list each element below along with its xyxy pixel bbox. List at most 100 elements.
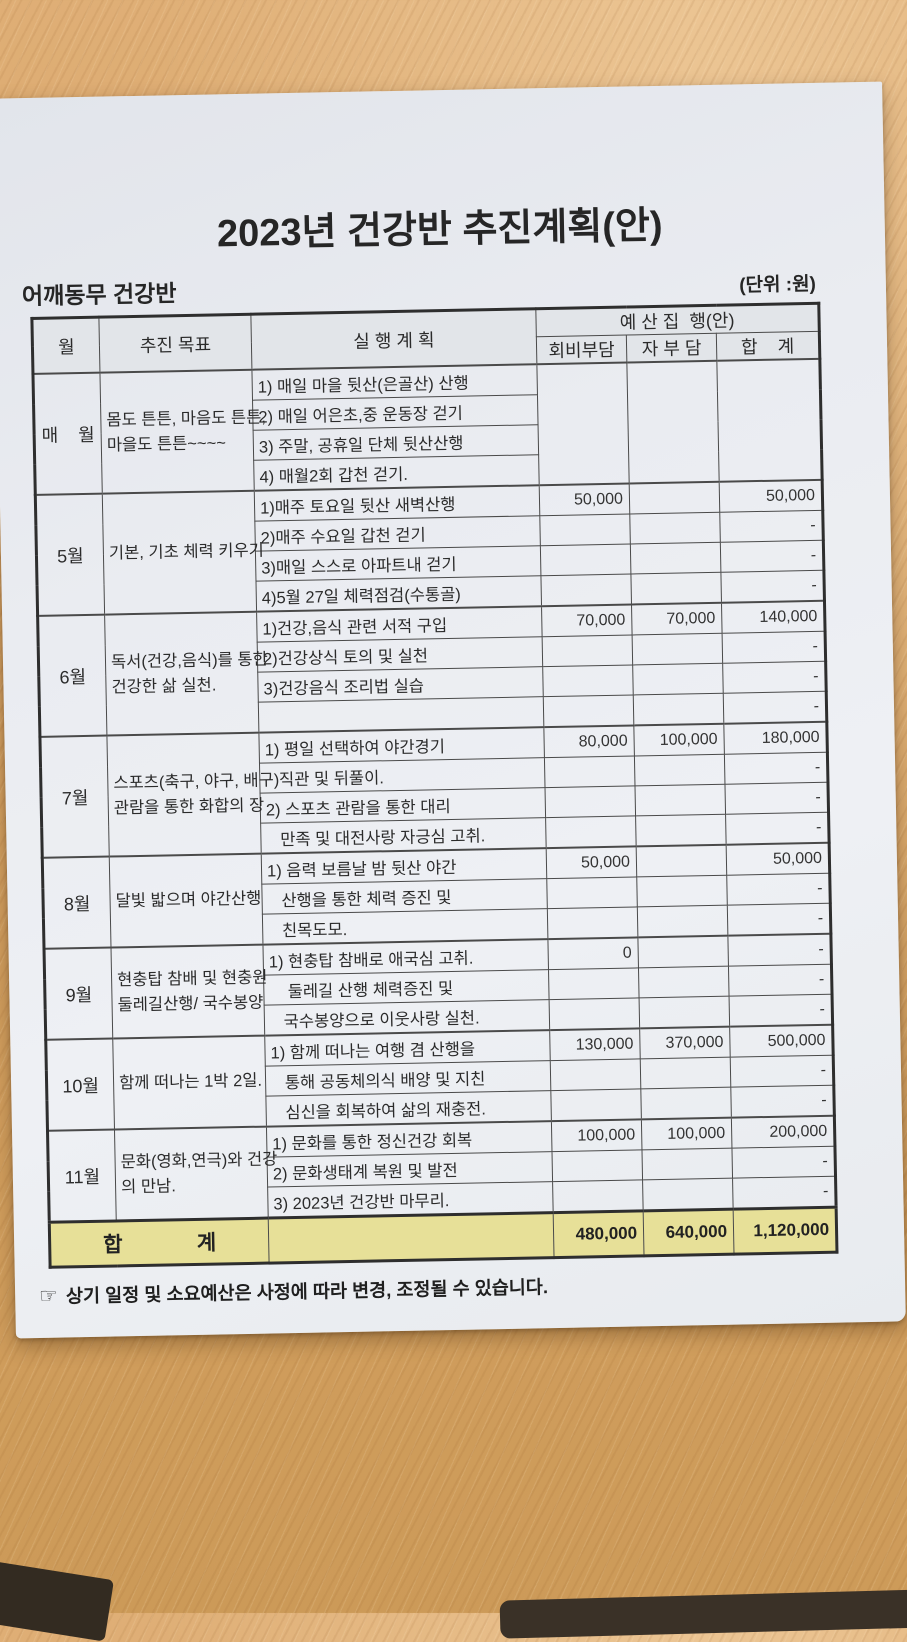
footnote-text: 상기 일정 및 소요예산은 사정에 따라 변경, 조정될 수 있습니다. <box>65 1276 549 1307</box>
self-cell <box>629 512 721 544</box>
goal-line: 마을도 튼튼~~~~ <box>106 433 227 455</box>
desk-dark-corner-left <box>0 1558 114 1642</box>
goal-line: 문화(영화,연극)와 건강 <box>120 1150 278 1172</box>
total-cell: - <box>722 631 826 664</box>
self-cell <box>639 996 730 1029</box>
fee-cell <box>549 997 640 1031</box>
goal-cell: 스포츠(축구, 야구, 배구) 관람을 통한 화합의 장 <box>106 732 280 857</box>
month-cell: 6월 <box>37 614 107 737</box>
self-cell: 370,000 <box>639 1026 731 1059</box>
self-cell <box>640 1087 732 1120</box>
self-cell <box>636 875 728 907</box>
total-cell: - <box>722 661 827 694</box>
total-cell: - <box>731 1146 836 1179</box>
goal-line: 함께 떠나는 1박 2일. <box>118 1071 263 1093</box>
goal-cell: 함께 떠나는 1박 2일. <box>112 1035 267 1130</box>
fee-cell: 0 <box>547 937 639 970</box>
total-fee: 480,000 <box>553 1210 645 1258</box>
fee-cell <box>542 664 634 697</box>
page-title: 2023년 건강반 추진계획(안) <box>216 204 663 256</box>
self-cell <box>641 1148 733 1180</box>
total-cell: - <box>728 964 833 997</box>
fee-cell <box>551 1149 643 1182</box>
goal-line: 독서(건강,음식)를 통한 <box>110 650 268 672</box>
total-label: 합 계 <box>51 1220 269 1266</box>
fee-cell: 50,000 <box>546 846 637 879</box>
total-plan-cell <box>268 1212 555 1264</box>
goal-line: 달빛 밟으며 야간산행 <box>115 889 262 911</box>
total-cell: 50,000 <box>719 479 823 513</box>
total-cell: - <box>727 903 831 936</box>
total-cell: - <box>727 933 832 967</box>
total-cell: - <box>720 540 824 573</box>
fee-cell <box>545 815 637 849</box>
group-name: 어깨동무 건강반 <box>21 280 177 310</box>
total-cell: 180,000 <box>723 721 828 755</box>
document-paper: 2023년 건강반 추진계획(안) 어깨동무 건강반 (단위 :원) 월 추진 … <box>0 81 906 1339</box>
self-cell <box>637 935 729 968</box>
header-fee: 회비부담 <box>536 335 627 365</box>
total-cell: - <box>726 873 831 906</box>
total-cell: 500,000 <box>729 1024 834 1058</box>
fee-cell <box>543 694 634 728</box>
goal-line: 현충탑 참배 및 현충원 <box>116 968 268 990</box>
self-cell <box>637 905 728 938</box>
fee-cell <box>546 876 638 909</box>
goal-line: 기본, 기초 체력 키우기 <box>108 541 265 563</box>
total-cell: - <box>730 1055 834 1088</box>
self-cell: 100,000 <box>641 1117 732 1150</box>
self-cell: 100,000 <box>633 723 725 756</box>
fee-cell: 80,000 <box>543 725 635 758</box>
fee-cell <box>550 1058 641 1091</box>
header-month: 월 <box>31 317 100 374</box>
total-cell: - <box>724 752 828 785</box>
fee-cell <box>539 513 631 546</box>
goal-line: 스포츠(축구, 야구, 배구) <box>113 771 280 793</box>
goal-line: 의 만남. <box>120 1176 176 1196</box>
month-cell: 9월 <box>44 947 113 1040</box>
total-label-left: 합 <box>102 1233 123 1257</box>
self-cell <box>632 663 724 695</box>
fee-cell: 50,000 <box>539 483 630 516</box>
header-total: 합 계 <box>716 331 820 361</box>
self-cell <box>636 844 727 877</box>
total-cell: - <box>729 994 833 1027</box>
total-cell: - <box>732 1176 837 1210</box>
fee-cell <box>548 967 640 1000</box>
fee-cell <box>552 1179 644 1213</box>
self-cell: 70,000 <box>631 602 723 635</box>
pointing-hand-icon: ☞ <box>38 1284 59 1308</box>
total-cell <box>716 358 823 482</box>
self-cell <box>626 360 720 484</box>
goal-cell: 기본, 기초 체력 키우기 <box>102 490 265 615</box>
total-cell: - <box>723 691 827 724</box>
self-cell <box>635 814 727 847</box>
total-cell: - <box>724 782 829 815</box>
self-cell <box>642 1178 734 1211</box>
total-cell: - <box>730 1085 835 1118</box>
goal-line: 둘레길산행/ 국수봉양 <box>117 993 264 1014</box>
goal-line: 몸도 튼튼, 마음도 튼튼, <box>106 408 267 430</box>
fee-cell <box>544 755 635 788</box>
self-cell <box>634 754 725 786</box>
self-cell <box>638 966 730 998</box>
goal-cell: 달빛 밟으며 야간산행 <box>109 853 263 948</box>
self-cell <box>629 481 720 514</box>
header-goal: 추진 목표 <box>98 314 252 373</box>
total-cell: - <box>720 570 825 603</box>
fee-cell: 70,000 <box>541 604 633 637</box>
fee-cell <box>545 785 636 818</box>
desk-dark-edge-bottom <box>499 1589 907 1639</box>
fee-cell <box>536 362 630 486</box>
self-cell <box>630 542 721 574</box>
plan-table: 월 추진 목표 실 행 계 획 예 산 집 행(안) 회비부담 자 부 담 합 … <box>30 301 839 1269</box>
goal-line: 건강한 삶 실천. <box>111 675 217 696</box>
fee-cell <box>550 1088 642 1122</box>
self-cell <box>633 693 724 726</box>
fee-cell: 130,000 <box>549 1028 641 1061</box>
total-cell: 50,000 <box>726 842 830 876</box>
self-cell <box>640 1057 731 1089</box>
month-cell: 10월 <box>45 1038 115 1131</box>
month-cell: 매 월 <box>32 372 103 495</box>
